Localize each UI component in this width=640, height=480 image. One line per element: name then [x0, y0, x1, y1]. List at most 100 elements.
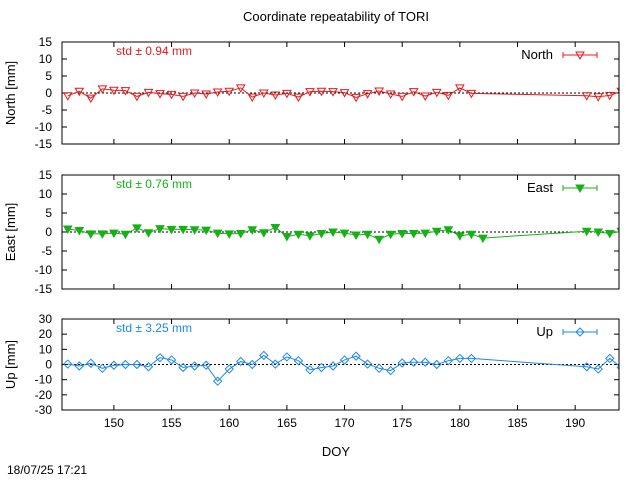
- data-point: [282, 89, 292, 99]
- data-point: [109, 360, 119, 370]
- legend-label: North: [521, 47, 553, 62]
- legend-label: Up: [536, 324, 553, 339]
- panels-group: 15 10 5 0 -5 -10 -15 North [mm] std ± 0.94 mm Nor…: [3, 35, 620, 430]
- data-point: [293, 230, 304, 240]
- data-point: [593, 228, 604, 238]
- data-point: [120, 230, 131, 240]
- timestamp: 18/07/25 17:21: [7, 463, 87, 477]
- data-point: [443, 91, 454, 101]
- data-point: [132, 359, 142, 370]
- y-tick-label: -5: [41, 244, 52, 258]
- data-point: [282, 233, 292, 242]
- data-point: [235, 84, 246, 93]
- data-point: [351, 93, 361, 103]
- plot-frame: [61, 174, 620, 290]
- std-annotation: std ± 3.25 mm: [116, 321, 192, 335]
- data-point: [397, 92, 408, 102]
- data-point: [420, 92, 431, 102]
- data-point: [455, 353, 465, 364]
- data-point: [224, 364, 234, 374]
- data-point: [339, 355, 350, 365]
- series-line: [67, 354, 619, 382]
- data-point: [362, 230, 373, 240]
- data-point: [454, 232, 465, 241]
- data-point: [155, 352, 165, 363]
- x-tick-label: 165: [277, 416, 297, 430]
- data-point: [132, 92, 142, 102]
- panel-east: 15 10 5 0 -5 -10 -15 East [mm] std ± 0.76 mm East: [3, 168, 620, 296]
- y-axis-label: Up [mm]: [3, 340, 18, 389]
- legend: East: [527, 180, 598, 195]
- series-north: [62, 84, 619, 104]
- y-tick-label: 0: [45, 225, 52, 239]
- data-point: [189, 89, 200, 99]
- y-axis-label: North [mm]: [3, 61, 18, 125]
- data-point: [189, 361, 200, 371]
- data-point: [235, 230, 246, 239]
- data-point: [339, 89, 350, 98]
- data-point: [143, 88, 154, 98]
- data-point: [247, 359, 257, 370]
- chart-title: Coordinate repeatability of TORI: [243, 9, 429, 24]
- data-point: [454, 84, 465, 93]
- data-point: [63, 359, 73, 369]
- data-point: [420, 229, 431, 239]
- data-point: [604, 230, 615, 239]
- data-point: [62, 225, 73, 234]
- data-point: [374, 235, 384, 245]
- data-point: [109, 229, 119, 239]
- data-point: [305, 88, 315, 97]
- y-tick-label: 15: [39, 168, 53, 182]
- data-point: [143, 362, 154, 372]
- data-point: [178, 362, 188, 373]
- x-tick-label: 180: [450, 416, 470, 430]
- data-point: [178, 92, 188, 102]
- y-tick-label: -15: [35, 282, 53, 296]
- x-tick-label: 190: [565, 416, 585, 430]
- data-point: [132, 224, 142, 233]
- data-point: [328, 361, 338, 371]
- data-point: [270, 223, 281, 233]
- data-point: [431, 88, 442, 98]
- data-point: [408, 88, 419, 97]
- legend: Up: [536, 324, 598, 339]
- data-point: [385, 230, 396, 240]
- data-point: [74, 226, 85, 236]
- data-point: [120, 359, 131, 370]
- y-tick-label: 0: [45, 358, 52, 372]
- data-point: [339, 229, 350, 239]
- data-point: [85, 230, 96, 239]
- data-point: [224, 230, 235, 239]
- data-point: [593, 364, 603, 374]
- data-point: [259, 350, 269, 361]
- data-point: [581, 227, 592, 237]
- data-point: [581, 92, 592, 101]
- data-point: [385, 365, 396, 376]
- data-point: [604, 91, 615, 101]
- data-point: [120, 87, 131, 96]
- data-point: [201, 90, 212, 100]
- y-tick-label: 30: [39, 312, 53, 326]
- data-point: [212, 376, 223, 386]
- data-point: [86, 358, 96, 368]
- data-point: [143, 229, 154, 238]
- data-point: [351, 351, 361, 361]
- std-annotation: std ± 0.76 mm: [116, 177, 192, 191]
- data-point: [97, 230, 108, 239]
- legend-marker: [575, 184, 585, 194]
- data-point: [293, 356, 304, 366]
- y-tick-label: -30: [35, 403, 53, 417]
- y-tick-label: -5: [41, 103, 52, 117]
- x-tick-label: 155: [162, 416, 182, 430]
- y-axis-label: East [mm]: [3, 203, 18, 262]
- data-point: [316, 230, 327, 239]
- data-point: [97, 363, 108, 373]
- data-point: [582, 362, 592, 372]
- data-point: [478, 234, 488, 244]
- data-point: [316, 87, 327, 97]
- data-point: [351, 231, 361, 241]
- data-point: [305, 365, 315, 375]
- data-point: [374, 87, 384, 96]
- data-point: [74, 361, 85, 371]
- data-point: [466, 89, 477, 99]
